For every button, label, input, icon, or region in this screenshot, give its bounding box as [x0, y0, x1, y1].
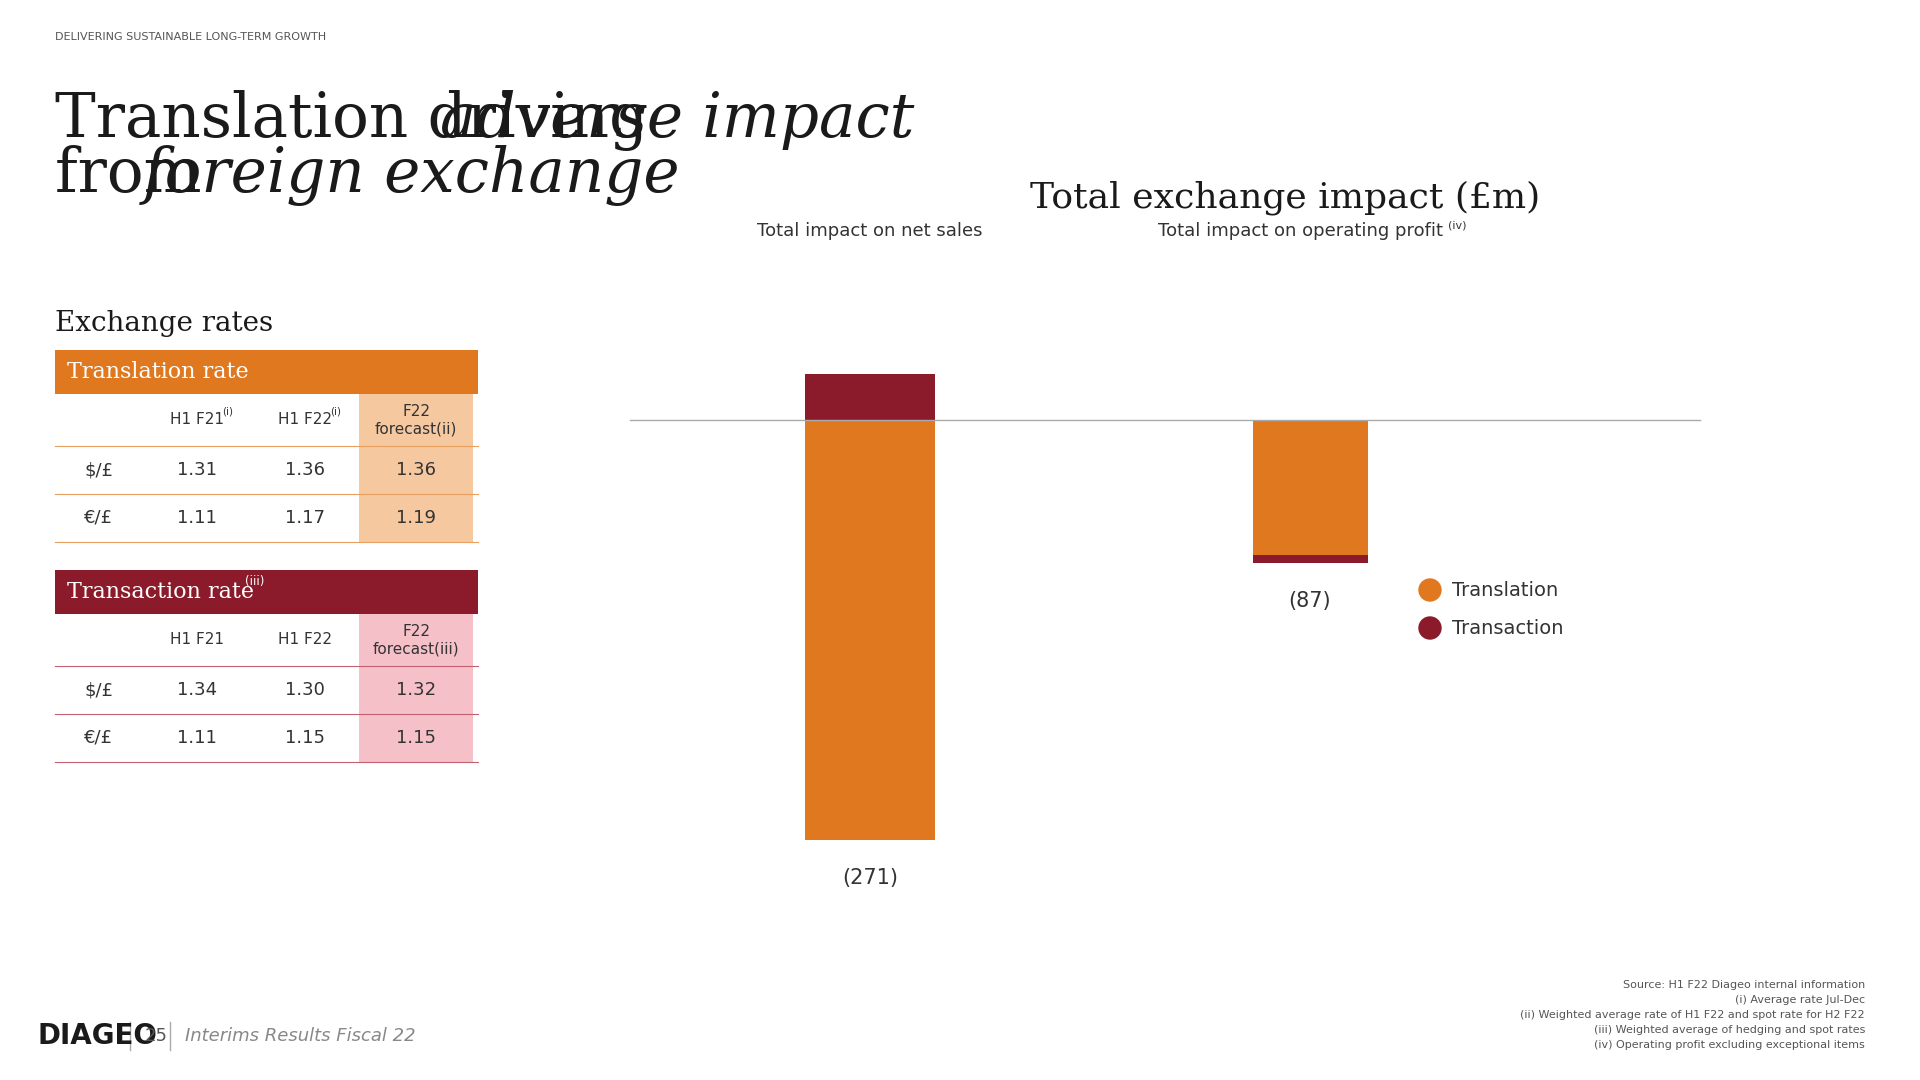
FancyBboxPatch shape [1252, 420, 1367, 555]
Text: DELIVERING SUSTAINABLE LONG-TERM GROWTH: DELIVERING SUSTAINABLE LONG-TERM GROWTH [56, 32, 326, 42]
Text: 1.11: 1.11 [177, 729, 217, 747]
Text: adverse impact: adverse impact [440, 90, 914, 150]
Text: H1 F21: H1 F21 [171, 413, 225, 428]
Text: (iii): (iii) [246, 576, 265, 589]
Text: Total exchange impact (£m): Total exchange impact (£m) [1029, 180, 1540, 215]
Text: (iii) Weighted average of hedging and spot rates: (iii) Weighted average of hedging and sp… [1594, 1025, 1864, 1035]
Text: 1.31: 1.31 [177, 461, 217, 480]
Text: (87): (87) [1288, 591, 1331, 610]
FancyBboxPatch shape [359, 666, 472, 714]
Text: $/£: $/£ [84, 461, 113, 480]
Text: 25: 25 [146, 1027, 169, 1045]
Circle shape [1419, 579, 1442, 600]
Text: Translation rate: Translation rate [67, 361, 248, 383]
Text: Total impact on net sales: Total impact on net sales [756, 222, 983, 240]
Text: Interims Results Fiscal 22: Interims Results Fiscal 22 [184, 1027, 415, 1045]
FancyBboxPatch shape [359, 394, 472, 446]
Text: Total impact on operating profit: Total impact on operating profit [1158, 222, 1442, 240]
Text: €/£: €/£ [84, 729, 113, 747]
FancyBboxPatch shape [804, 374, 935, 420]
Text: H1 F22: H1 F22 [278, 413, 332, 428]
FancyBboxPatch shape [359, 714, 472, 762]
Text: (ii) Weighted average rate of H1 F22 and spot rate for H2 F22: (ii) Weighted average rate of H1 F22 and… [1521, 1010, 1864, 1020]
Text: Translation driving: Translation driving [56, 90, 668, 151]
Text: $/£: $/£ [84, 681, 113, 699]
Text: 1.15: 1.15 [396, 729, 436, 747]
Text: Transaction rate: Transaction rate [67, 581, 253, 603]
Text: foreign exchange: foreign exchange [142, 145, 680, 206]
Text: DIAGEO: DIAGEO [38, 1022, 157, 1050]
Text: forecast(ii): forecast(ii) [374, 421, 457, 436]
FancyBboxPatch shape [359, 446, 472, 494]
Text: H1 F21: H1 F21 [171, 633, 225, 648]
Text: 1.32: 1.32 [396, 681, 436, 699]
Text: Exchange rates: Exchange rates [56, 310, 273, 337]
Text: 1.17: 1.17 [284, 509, 324, 527]
FancyBboxPatch shape [804, 420, 935, 840]
FancyBboxPatch shape [359, 615, 472, 666]
Circle shape [1419, 617, 1442, 639]
Text: Source: H1 F22 Diageo internal information: Source: H1 F22 Diageo internal informati… [1622, 980, 1864, 990]
Text: 1.30: 1.30 [284, 681, 324, 699]
Text: 1.34: 1.34 [177, 681, 217, 699]
Text: H1 F22: H1 F22 [278, 633, 332, 648]
Text: 1.36: 1.36 [284, 461, 324, 480]
Text: (i): (i) [330, 407, 342, 417]
Text: (iv): (iv) [1448, 220, 1467, 230]
Text: 1.36: 1.36 [396, 461, 436, 480]
Text: F22: F22 [401, 623, 430, 638]
Text: 1.15: 1.15 [284, 729, 324, 747]
Text: (271): (271) [843, 868, 899, 888]
Text: 1.11: 1.11 [177, 509, 217, 527]
Text: (iv) Operating profit excluding exceptional items: (iv) Operating profit excluding exceptio… [1594, 1040, 1864, 1050]
Text: 1.19: 1.19 [396, 509, 436, 527]
Text: forecast(iii): forecast(iii) [372, 642, 459, 657]
FancyBboxPatch shape [1252, 555, 1367, 563]
FancyBboxPatch shape [359, 494, 472, 542]
Text: Transaction: Transaction [1452, 619, 1563, 637]
Text: F22: F22 [401, 404, 430, 418]
Text: €/£: €/£ [84, 509, 113, 527]
Text: (i) Average rate Jul-Dec: (i) Average rate Jul-Dec [1736, 995, 1864, 1005]
Text: from: from [56, 145, 221, 205]
FancyBboxPatch shape [56, 570, 478, 615]
Text: Translation: Translation [1452, 581, 1559, 599]
FancyBboxPatch shape [56, 350, 478, 394]
Text: (i): (i) [223, 407, 232, 417]
